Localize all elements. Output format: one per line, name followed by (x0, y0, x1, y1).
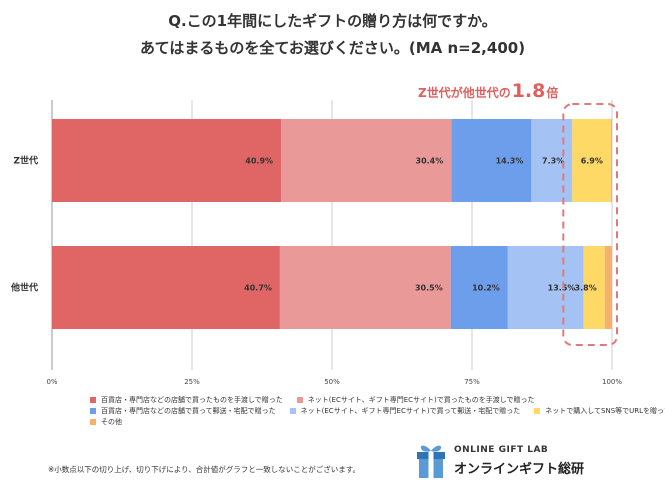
x-tick-label: 0% (46, 378, 57, 386)
data-label: 7.3% (542, 157, 564, 166)
legend-swatch (296, 396, 303, 403)
callout-number: 1.8 (511, 80, 546, 102)
bar-segment (507, 246, 584, 329)
bar-segment (450, 246, 508, 329)
legend-item: ネット(ECサイト、ギフト専門ECサイト)で買ったものを手渡しで贈った (296, 395, 535, 405)
bar-segment (52, 119, 282, 202)
gift-box-icon (417, 445, 445, 478)
logo-text-japanese: オンラインギフト総研 (454, 462, 585, 477)
legend-label: ネットで購入してSNS等でURLを贈った (545, 406, 665, 415)
data-label: 6.9% (581, 157, 603, 166)
legend-item: 百貨店・専門店などの店舗で買ったものを手渡しで贈った (90, 395, 283, 405)
stacked-bar-chart: 0% 25% 50% 75% 100% Z世代 40.9% 30.4% 14.3% 7.3% 6.9… (10, 100, 622, 386)
category-label: Z世代 (13, 155, 38, 167)
data-label: 40.7% (244, 284, 272, 293)
legend-swatch (90, 418, 96, 425)
legend-item: その他 (90, 417, 122, 427)
brand-logo: ONLINE GIFT LAB オンラインギフト総研 (410, 441, 630, 481)
bar-segment (281, 119, 452, 202)
x-tick-label: 100% (602, 378, 622, 386)
logo-text-english: ONLINE GIFT LAB (454, 445, 549, 455)
x-tick-label: 50% (324, 378, 340, 386)
legend-label: 百貨店・専門店などの店舗で買って郵送・宅配で贈った (101, 406, 276, 415)
bar-segment (572, 119, 611, 202)
comparison-callout: Z世代が他世代の1.8倍 (418, 80, 558, 102)
callout-prefix: Z世代が他世代の (418, 86, 511, 100)
legend-row: 百貨店・専門店などの店舗で買ったものを手渡しで贈った ネット(ECサイト、ギフト専… (90, 394, 610, 405)
data-label: 30.4% (416, 157, 444, 166)
bar-segment (583, 246, 605, 329)
data-label: 13.5% (548, 284, 576, 293)
data-label: 40.9% (245, 157, 273, 166)
chart-legend: 百貨店・専門店などの店舗で買ったものを手渡しで贈ったネット(ECサイト、ギフト専… (90, 394, 665, 427)
bar-segment (604, 246, 612, 329)
legend-row: その他 (90, 416, 610, 427)
callout-suffix: 倍 (546, 86, 559, 100)
data-label: 3.8% (575, 284, 597, 293)
legend-item: 百貨店・専門店などの店舗で買って郵送・宅配で贈った (90, 406, 276, 416)
legend-swatch (289, 407, 296, 414)
chart-title-line2: あてはまるものを全てお選びください。(MA n=2,400) (139, 39, 526, 57)
x-tick-label: 25% (184, 378, 200, 386)
bar-segment (279, 246, 451, 329)
legend-label: その他 (101, 417, 122, 426)
legend-swatch (90, 396, 96, 403)
bar-segment (52, 246, 280, 329)
x-tick-label: 75% (464, 378, 480, 386)
bar-segment (531, 119, 573, 202)
category-label: 他世代 (10, 282, 38, 294)
legend-item: ネットで購入してSNS等でURLを贈った (534, 406, 665, 416)
data-label: 10.2% (472, 284, 500, 293)
legend-label: ネット(ECサイト、ギフト専門ECサイト)で買ったものを手渡しで贈った (307, 395, 535, 404)
legend-label: ネット(ECサイト、ギフト専門ECサイト)で買って郵送・宅配で贈った (300, 406, 521, 415)
data-label: 30.5% (415, 284, 443, 293)
data-label: 14.3% (496, 157, 524, 166)
legend-item: ネット(ECサイト、ギフト専門ECサイト)で買って郵送・宅配で贈った (289, 406, 521, 416)
legend-row: 百貨店・専門店などの店舗で買って郵送・宅配で贈った ネット(ECサイト、ギフト専門… (90, 405, 665, 416)
legend-swatch (534, 407, 541, 414)
bar-segment (451, 119, 532, 202)
chart-title-line1: Q.この1年間にしたギフトの贈り方は何ですか。 (168, 12, 497, 30)
highlight-box (562, 103, 619, 346)
footnote: ※小数点以下の切り上げ、切り下げにより、合計値がグラフと一致しないことがございま… (48, 465, 361, 474)
legend-label: 百貨店・専門店などの店舗で買ったものを手渡しで贈った (101, 395, 283, 404)
bar-segment (610, 119, 612, 202)
legend-swatch (90, 407, 96, 414)
